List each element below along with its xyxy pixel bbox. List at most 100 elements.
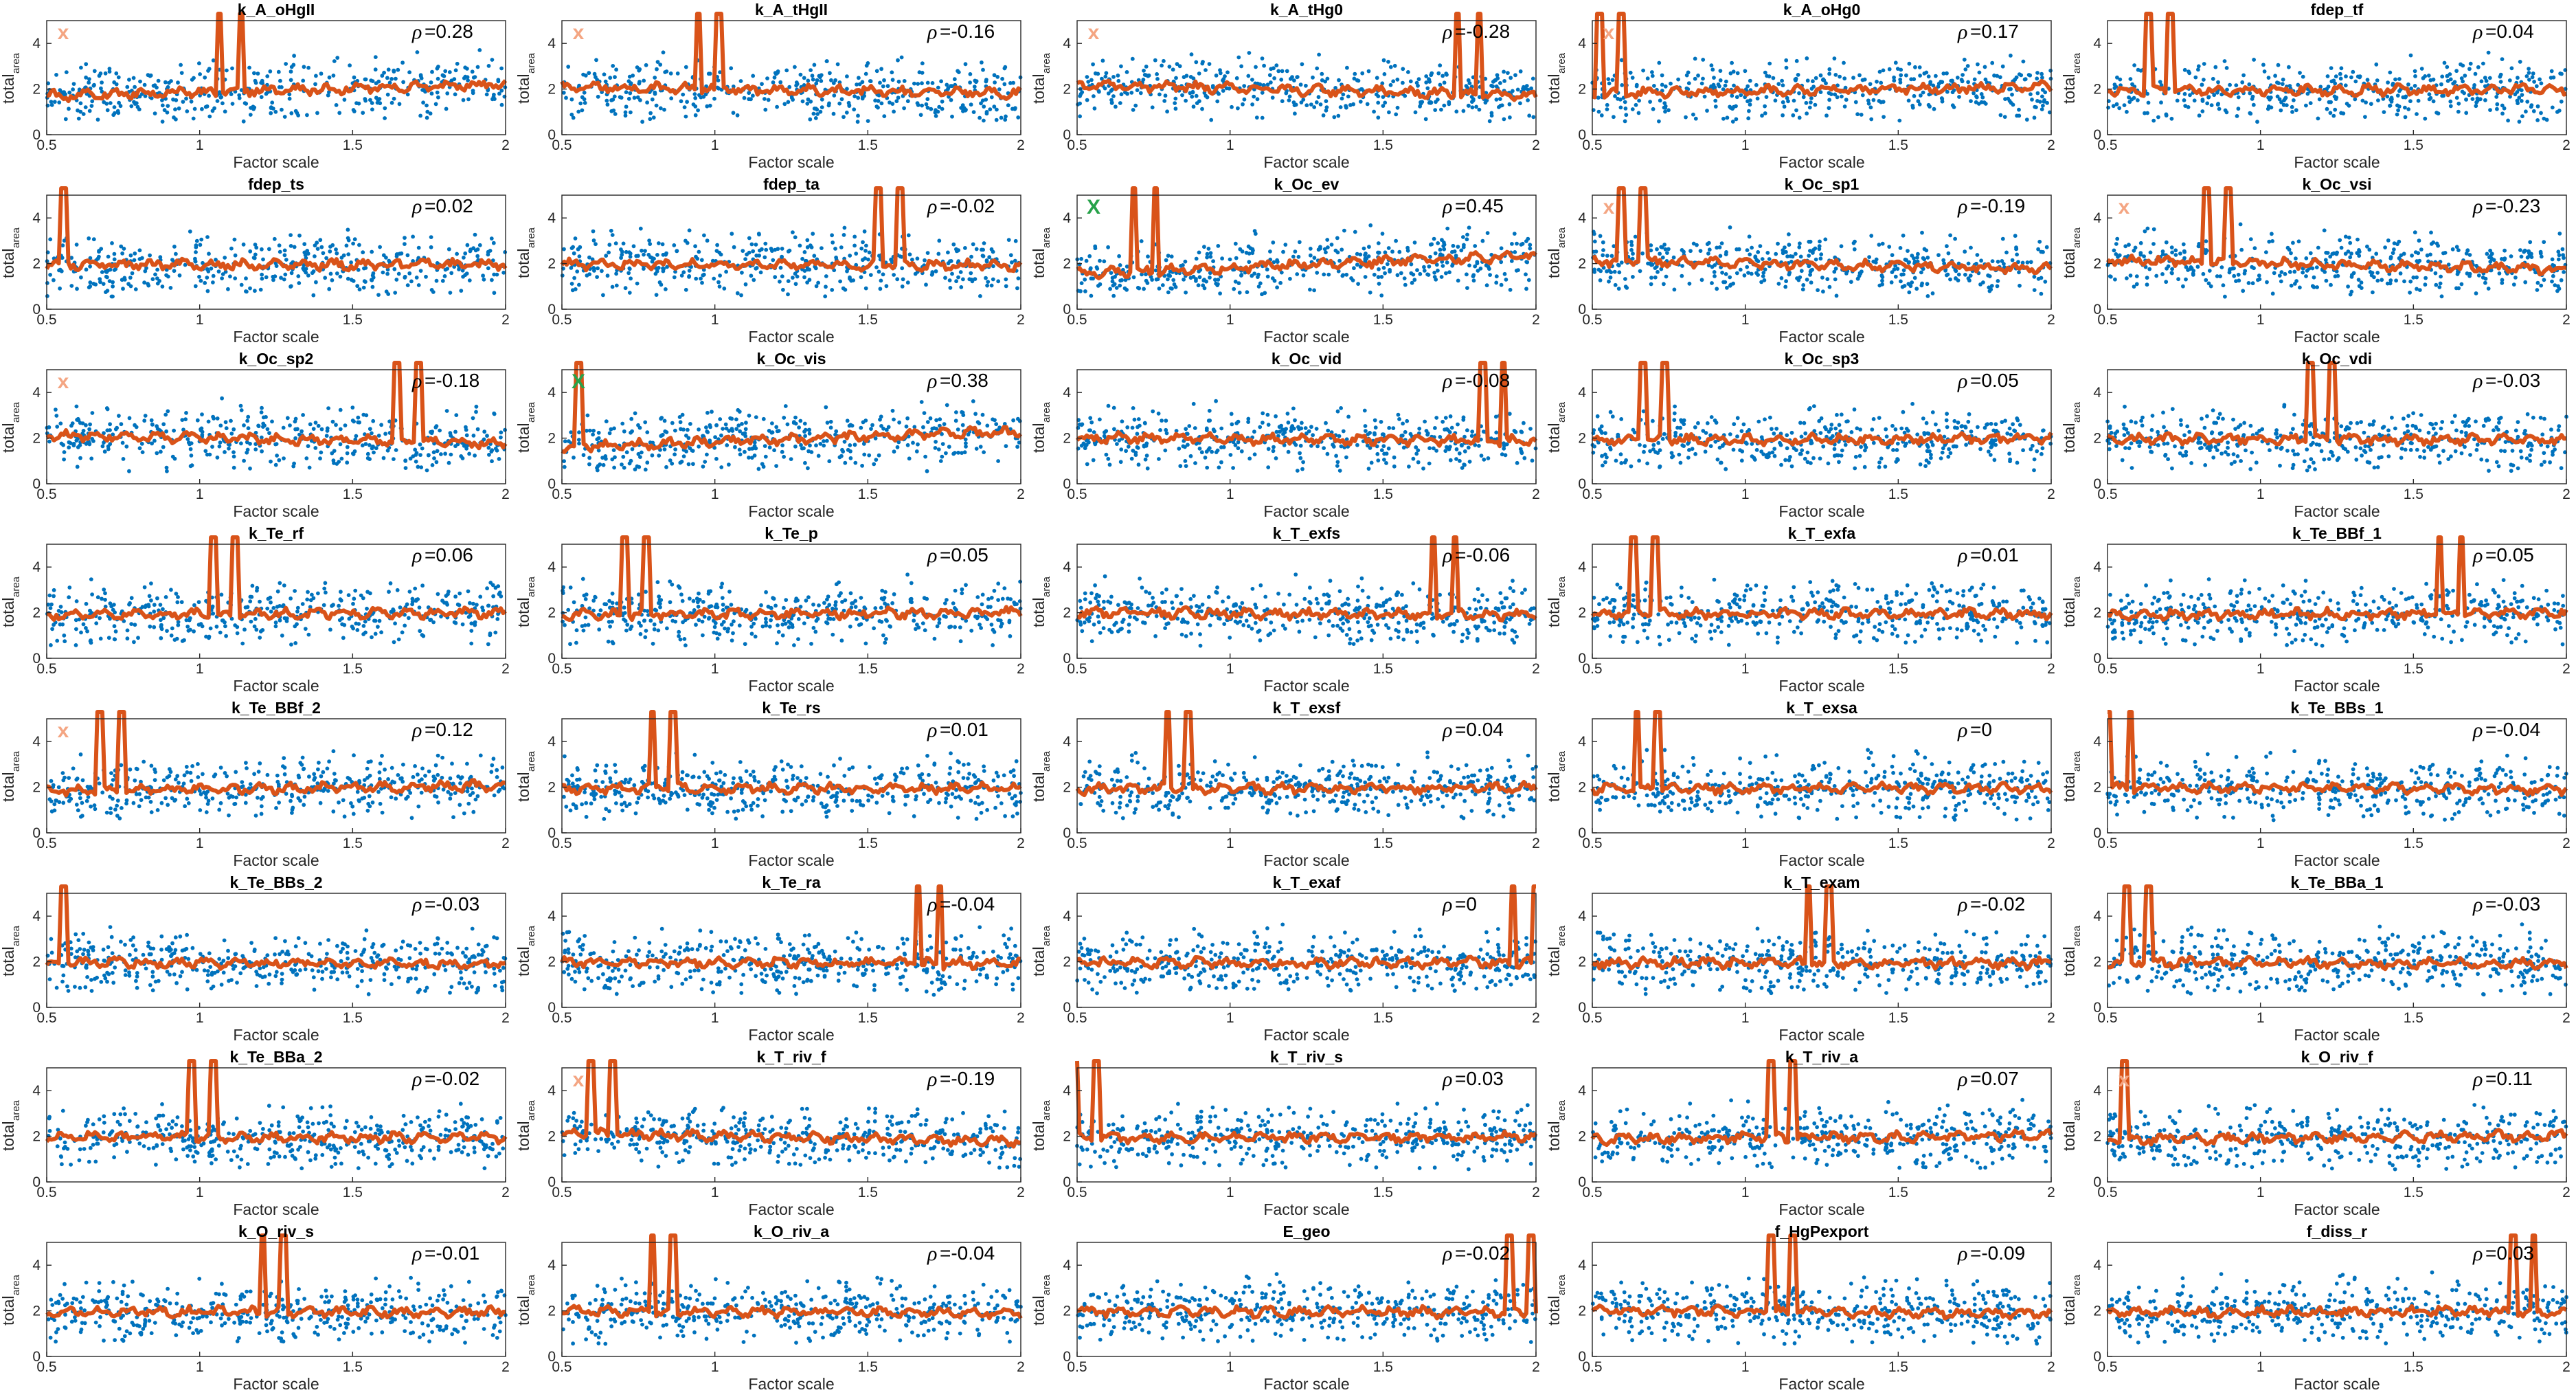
scatter-point [221, 101, 225, 106]
scatter-point [879, 278, 883, 283]
scatter-point [88, 284, 93, 289]
scatter-point [1989, 284, 1994, 288]
scatter-point [882, 78, 886, 82]
scatter-point [1083, 277, 1087, 282]
y-tick-label: 4 [547, 210, 556, 226]
scatter-point [408, 456, 413, 461]
scatter-point [306, 444, 310, 449]
scatter-point [979, 101, 983, 106]
scatter-point [2509, 254, 2513, 258]
scatter-point [385, 271, 389, 276]
scatter-point [1100, 76, 1104, 81]
scatter-point [1338, 105, 1343, 109]
y-tick-label: 0 [32, 302, 41, 317]
scatter-point [920, 103, 924, 108]
scatter-point [350, 405, 355, 410]
scatter-point [492, 291, 497, 295]
scatter-point [2145, 226, 2150, 231]
scatter-point [462, 76, 466, 80]
scatter-point [1625, 286, 1629, 290]
scatter-point [490, 58, 495, 62]
scatter-point [311, 427, 316, 431]
scatter-point [2417, 258, 2422, 263]
scatter-point [2270, 239, 2274, 243]
scatter-point [269, 106, 273, 111]
scatter-point [974, 247, 979, 252]
scatter-point [370, 101, 374, 105]
scatter-point [272, 236, 277, 241]
scatter-point [2222, 59, 2227, 63]
scatter-point [1314, 100, 1319, 104]
scatter-point [2506, 118, 2510, 123]
axes-frame [1076, 20, 1537, 135]
scatter-point [282, 248, 287, 253]
scatter-point [2323, 258, 2328, 262]
scatter-point [189, 454, 194, 458]
scatter-point [1477, 95, 1482, 100]
scatter-point [1111, 283, 1116, 288]
rho-symbol: ρ [1957, 21, 1967, 43]
scatter-point [338, 442, 343, 447]
scatter-point [1728, 225, 1732, 230]
scatter-point [205, 289, 210, 293]
scatter-point [781, 287, 785, 292]
y-tick-label: 4 [1063, 36, 1071, 52]
scatter-point [611, 98, 615, 102]
scatter-point [140, 256, 144, 260]
scatter-point [757, 232, 761, 237]
scatter-point [789, 96, 794, 100]
scatter-point [572, 251, 576, 256]
scatter-point [1091, 276, 1095, 281]
insensitive-marker: x [1603, 21, 1615, 44]
scatter-point [443, 69, 448, 74]
scatter-point [1728, 275, 1732, 280]
scatter-point [351, 108, 356, 112]
scatter-point [2484, 78, 2489, 83]
scatter-point [812, 107, 817, 111]
scatter-point [1387, 110, 1391, 115]
scatter-point [829, 78, 833, 82]
scatter-point [58, 286, 62, 291]
scatter-point [97, 249, 102, 253]
scatter-point [361, 250, 365, 255]
scatter-point [1842, 76, 1847, 81]
scatter-point [466, 78, 470, 82]
scatter-point [393, 291, 398, 295]
scatter-point [71, 441, 76, 446]
scatter-point [127, 416, 132, 421]
y-axis-label-main: total [0, 423, 17, 453]
scatter-point [334, 247, 338, 252]
scatter-point [747, 236, 752, 241]
scatter-point [2463, 74, 2467, 78]
scatter-point [453, 68, 458, 73]
scatter-point [89, 456, 94, 461]
scatter-point [937, 104, 942, 109]
scatter-point [155, 281, 160, 286]
scatter-point [1405, 245, 1410, 250]
scatter-point [319, 71, 324, 76]
scatter-point [2560, 71, 2564, 76]
scatter-point [1119, 92, 1124, 97]
scatter-point [1649, 248, 1653, 253]
scatter-point [67, 90, 72, 95]
scatter-point [1145, 281, 1150, 285]
scatter-point [813, 116, 818, 120]
scatter-point [1962, 57, 1967, 62]
scatter-point [712, 276, 716, 281]
scatter-point [762, 97, 767, 101]
scatter-point [383, 432, 387, 436]
scatter-point [2481, 61, 2485, 66]
scatter-point [583, 100, 587, 105]
scatter-point [2291, 241, 2295, 245]
scatter-point [940, 107, 945, 111]
scatter-point [1804, 100, 1809, 105]
scatter-point [1515, 241, 1519, 246]
scatter-point [749, 242, 754, 247]
scatter-point [75, 418, 79, 422]
scatter-point [2333, 107, 2338, 112]
scatter-point [453, 429, 457, 434]
scatter-point [253, 252, 258, 257]
scatter-point [88, 264, 93, 269]
scatter-point [168, 286, 173, 290]
